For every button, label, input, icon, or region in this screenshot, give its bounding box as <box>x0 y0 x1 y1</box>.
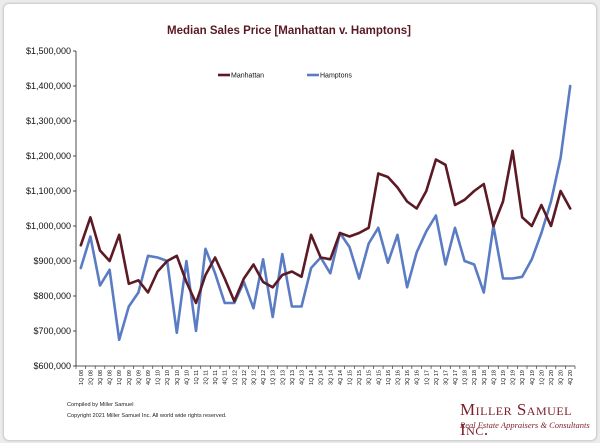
series-line-manhattan <box>79 149 572 305</box>
x-tick-label: 4Q 15 <box>376 370 382 385</box>
x-tick-label: 1Q 09 <box>117 370 123 385</box>
x-tick-label: 4Q 16 <box>415 370 421 385</box>
x-tick-label: 2Q 11 <box>204 370 210 385</box>
x-tick-label: 3Q 18 <box>482 370 488 385</box>
brand-logo-tagline: Real Estate Appraisers & Consultants <box>460 420 590 430</box>
x-tick-label: 1Q 13 <box>271 370 277 385</box>
x-tick-label: 2Q 14 <box>319 370 325 385</box>
x-tick-label: 2Q 08 <box>88 370 94 385</box>
chart-frame: Median Sales Price [Manhattan v. Hampton… <box>3 3 597 441</box>
chart-legend: Manhattan Hamptons <box>218 73 352 80</box>
y-tick-label: $1,100,000 <box>26 186 71 196</box>
x-tick-label: 1Q 16 <box>386 370 392 385</box>
x-tick-label: 4Q 11 <box>223 370 229 385</box>
x-tick-label: 2Q 18 <box>472 370 478 385</box>
x-tick-label: 1Q 11 <box>194 370 200 385</box>
chart-title: Median Sales Price [Manhattan v. Hampton… <box>167 25 411 37</box>
x-tick-label: 2Q 17 <box>434 370 440 385</box>
x-tick-label: 3Q 09 <box>136 370 142 385</box>
x-tick-label: 1Q 14 <box>309 370 315 385</box>
compiled-by-text: Compiled by Miller Samuel <box>67 402 134 408</box>
x-tick-label: 2Q 16 <box>395 370 401 385</box>
x-tick-label: 3Q 11 <box>213 370 219 385</box>
line-chart: Median Sales Price [Manhattan v. Hampton… <box>26 25 576 385</box>
x-tick-label: 1Q 10 <box>156 370 162 385</box>
x-tick-label: 4Q 08 <box>108 370 114 385</box>
x-tick-label: 2Q 09 <box>127 370 133 385</box>
x-tick-label: 3Q 17 <box>443 370 449 385</box>
x-tick-label: 4Q 20 <box>568 370 574 385</box>
x-tick-label: 1Q 19 <box>501 370 507 385</box>
copyright-text: Copyright 2021 Miller Samuel Inc. All wo… <box>67 413 227 419</box>
legend-label-manhattan: Manhattan <box>231 73 264 80</box>
x-tick-label: 3Q 19 <box>520 370 526 385</box>
x-tick-label: 1Q 17 <box>424 370 430 385</box>
x-tick-label: 1Q 08 <box>79 370 85 385</box>
x-tick-label: 2Q 12 <box>242 370 248 385</box>
x-tick-label: 3Q 13 <box>290 370 296 385</box>
x-tick-label: 2Q 15 <box>357 370 363 385</box>
y-tick-label: $1,000,000 <box>26 221 71 231</box>
x-tick-label: 2Q 10 <box>165 370 171 385</box>
y-tick-label: $700,000 <box>33 326 71 336</box>
x-tick-label: 1Q 15 <box>347 370 353 385</box>
series-line-hamptons <box>79 84 572 342</box>
brand-logo-name: Miller Samuel Inc. <box>460 400 572 439</box>
x-tick-label: 2Q 19 <box>511 370 517 385</box>
chart-axes: $600,000 $700,000 $800,000 $900,000 $1,000,0… <box>26 46 576 385</box>
x-tick-label: 4Q 17 <box>453 370 459 385</box>
y-tick-label: $600,000 <box>33 361 71 371</box>
y-tick-label: $900,000 <box>33 256 71 266</box>
y-tick-label: $1,500,000 <box>26 46 71 56</box>
y-tick-label: $800,000 <box>33 291 71 301</box>
y-tick-label: $1,200,000 <box>26 151 71 161</box>
x-tick-label: 2Q 13 <box>280 370 286 385</box>
x-tick-label: 4Q 12 <box>261 370 267 385</box>
chart-series <box>79 84 572 342</box>
x-tick-label: 3Q 15 <box>367 370 373 385</box>
x-tick-label: 3Q 12 <box>252 370 258 385</box>
x-tick-label: 4Q 14 <box>338 370 344 385</box>
x-tick-label: 2Q 20 <box>549 370 555 385</box>
x-tick-label: 4Q 13 <box>300 370 306 385</box>
x-tick-label: 3Q 16 <box>405 370 411 385</box>
x-tick-label: 1Q 18 <box>463 370 469 385</box>
x-tick-label: 1Q 20 <box>539 370 545 385</box>
x-tick-label: 4Q 18 <box>491 370 497 385</box>
x-tick-label: 3Q 08 <box>98 370 104 385</box>
x-tick-label: 4Q 19 <box>530 370 536 385</box>
x-tick-label: 4Q 10 <box>184 370 190 385</box>
x-tick-label: 3Q 14 <box>328 370 334 385</box>
legend-label-hamptons: Hamptons <box>320 73 352 80</box>
x-tick-label: 3Q 10 <box>175 370 181 385</box>
x-tick-label: 3Q 20 <box>559 370 565 385</box>
y-tick-label: $1,400,000 <box>26 81 71 91</box>
y-tick-label: $1,300,000 <box>26 116 71 126</box>
x-tick-label: 1Q 12 <box>232 370 238 385</box>
x-tick-label: 4Q 09 <box>146 370 152 385</box>
